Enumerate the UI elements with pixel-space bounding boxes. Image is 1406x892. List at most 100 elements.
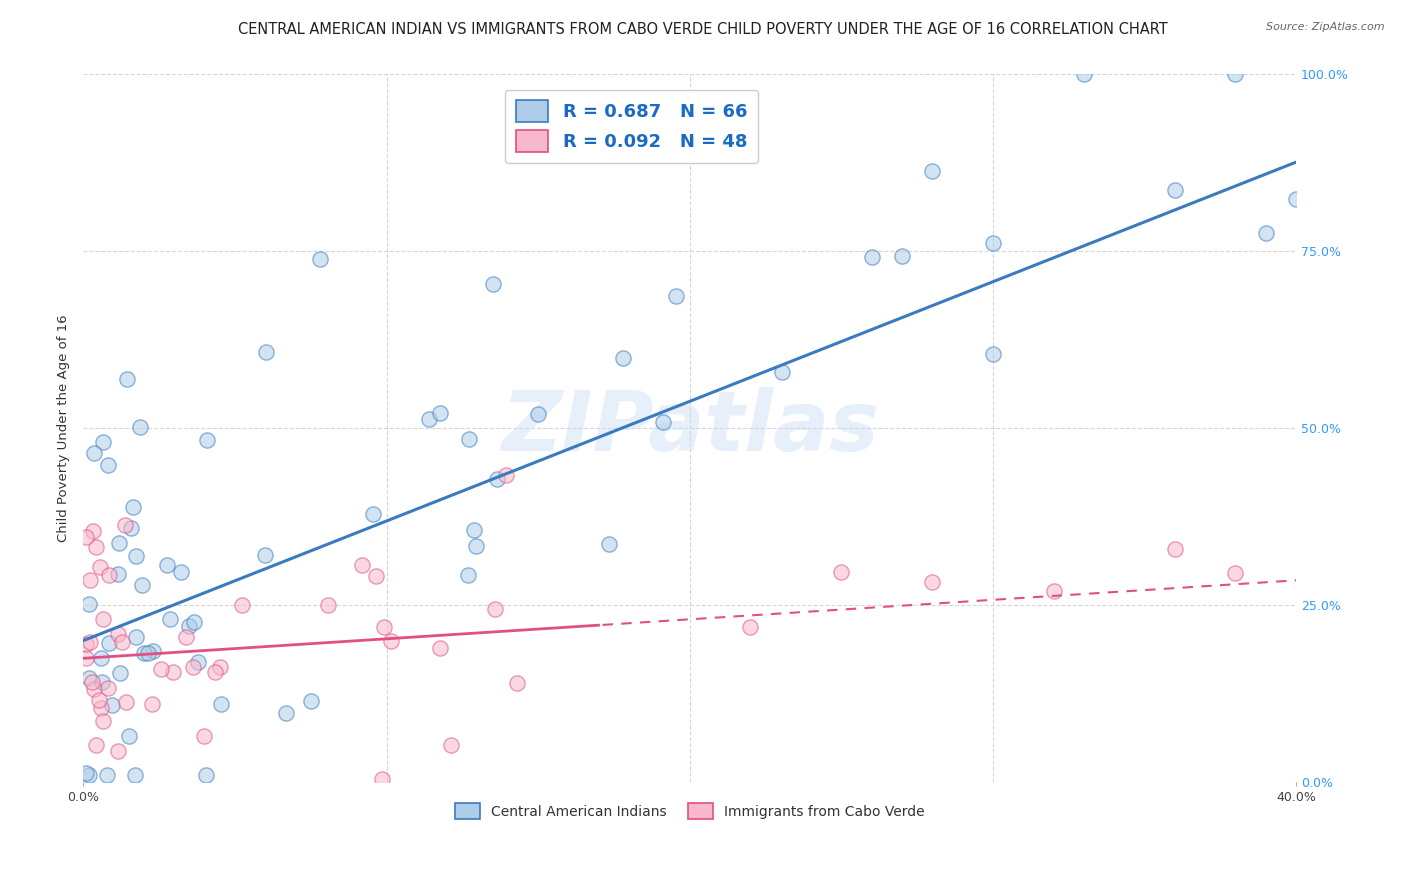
Point [187,655,209,669]
Point [318,598,340,612]
Point [484,602,506,616]
Point [371,772,394,786]
Point [107,627,129,641]
Point [107,536,129,550]
Point [107,744,129,758]
Point [124,768,146,782]
Point [75,651,97,665]
Point [457,432,479,446]
Point [80,675,103,690]
Point [526,407,548,421]
Point [276,706,298,720]
Point [495,468,517,483]
Point [142,644,165,658]
Point [107,566,129,581]
Point [921,164,943,178]
Point [125,549,148,563]
Point [740,620,762,634]
Point [90,651,112,665]
Point [506,676,529,690]
Point [79,574,101,588]
Point [108,666,131,681]
Point [132,646,155,660]
Point [457,568,479,582]
Point [114,695,136,709]
Point [770,365,793,379]
Point [84,738,107,752]
Point [83,446,105,460]
Point [162,665,184,680]
Point [79,635,101,649]
Text: CENTRAL AMERICAN INDIAN VS IMMIGRANTS FROM CABO VERDE CHILD POVERTY UNDER THE AG: CENTRAL AMERICAN INDIAN VS IMMIGRANTS FR… [238,22,1168,37]
Point [90,700,112,714]
Text: Source: ZipAtlas.com: Source: ZipAtlas.com [1267,22,1385,32]
Point [91,434,114,449]
Point [136,647,159,661]
Point [97,458,120,473]
Point [482,277,505,291]
Point [125,630,148,644]
Point [177,619,200,633]
Point [364,569,387,583]
Point [860,251,883,265]
Point [465,539,488,553]
Point [429,406,451,420]
Point [1254,226,1277,240]
Y-axis label: Child Poverty Under the Age of 16: Child Poverty Under the Age of 16 [58,314,70,541]
Point [176,630,198,644]
Point [91,611,114,625]
Point [128,419,150,434]
Point [440,739,463,753]
Point [131,578,153,592]
Point [75,530,97,544]
Point [118,729,141,743]
Point [181,660,204,674]
Text: ZIPatlas: ZIPatlas [501,387,879,468]
Legend: Central American Indians, Immigrants from Cabo Verde: Central American Indians, Immigrants fro… [450,797,929,825]
Point [1164,183,1187,197]
Point [159,612,181,626]
Point [84,540,107,554]
Point [1225,566,1247,581]
Point [208,660,231,674]
Point [195,433,218,447]
Point [87,693,110,707]
Point [170,565,193,579]
Point [1225,66,1247,80]
Point [891,249,914,263]
Point [77,671,100,685]
Point [254,548,277,562]
Point [830,565,852,579]
Point [75,766,97,780]
Point [380,633,402,648]
Point [1073,66,1095,80]
Point [97,567,120,582]
Point [254,344,277,359]
Point [231,598,253,612]
Point [361,507,384,521]
Point [612,351,634,365]
Point [598,537,620,551]
Point [156,558,179,573]
Point [1042,583,1064,598]
Point [90,675,112,690]
Point [150,662,173,676]
Point [97,681,120,695]
Point [75,637,97,651]
Point [418,411,440,425]
Point [299,694,322,708]
Point [111,634,134,648]
Point [193,729,215,743]
Point [79,597,101,611]
Point [665,288,688,302]
Point [77,768,100,782]
Point [981,236,1004,251]
Point [89,559,111,574]
Point [96,768,118,782]
Point [115,372,138,386]
Point [308,252,330,266]
Point [651,415,673,429]
Point [921,574,943,589]
Point [120,521,142,535]
Point [114,518,136,533]
